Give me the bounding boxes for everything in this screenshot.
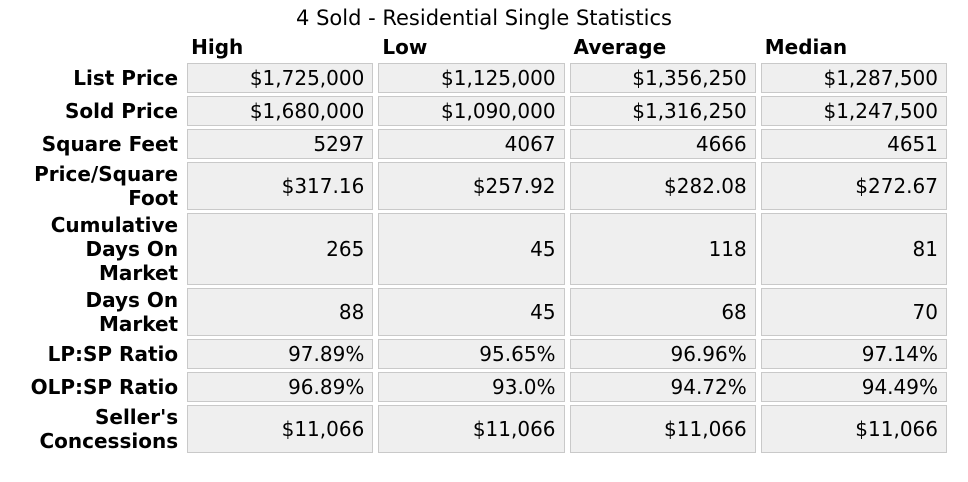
stat-cell: 118 <box>569 213 756 285</box>
corner-cell <box>13 34 182 60</box>
column-header-high: High <box>191 35 244 59</box>
stat-cell: 4651 <box>760 129 947 159</box>
table-row: Cumulative Days On Market 265 45 118 81 <box>13 213 947 285</box>
stat-cell: $11,066 <box>378 405 565 453</box>
report-title: 4 Sold - Residential Single Statistics <box>296 6 672 30</box>
stat-cell: 97.89% <box>187 339 374 369</box>
row-label: Square Feet <box>41 132 179 156</box>
stat-cell: 70 <box>760 288 947 336</box>
table-row: Sold Price $1,680,000 $1,090,000 $1,316,250… <box>13 96 947 126</box>
row-label: Cumulative Days On Market <box>50 213 179 285</box>
table-row: Price/Square Foot $317.16 $257.92 $282.08 $2… <box>13 162 947 210</box>
statistics-table: High Low Average Median List Price $1,725… <box>8 31 952 456</box>
row-label: Days On Market <box>85 288 179 336</box>
stat-cell: 96.96% <box>569 339 756 369</box>
row-label: Sold Price <box>65 99 179 123</box>
table-row: OLP:SP Ratio 96.89% 93.0% 94.72% 94.49% <box>13 372 947 402</box>
stat-cell: $1,090,000 <box>378 96 565 126</box>
column-header-average: Average <box>573 35 667 59</box>
stat-cell: 45 <box>378 213 565 285</box>
stat-cell: 94.72% <box>569 372 756 402</box>
stat-cell: 88 <box>187 288 374 336</box>
table-row: Seller's Concessions $11,066 $11,066 $11,06… <box>13 405 947 453</box>
table-row: LP:SP Ratio 97.89% 95.65% 96.96% 97.14% <box>13 339 947 369</box>
stat-cell: 94.49% <box>760 372 947 402</box>
table-row: Days On Market 88 45 68 70 <box>13 288 947 336</box>
stat-cell: $282.08 <box>569 162 756 210</box>
column-header-median: Median <box>764 35 848 59</box>
stat-cell: 95.65% <box>378 339 565 369</box>
statistics-report: 4 Sold - Residential Single Statistics H… <box>8 0 960 456</box>
stat-cell: 96.89% <box>187 372 374 402</box>
stat-cell: 265 <box>187 213 374 285</box>
stat-cell: $11,066 <box>187 405 374 453</box>
stat-cell: $317.16 <box>187 162 374 210</box>
table-body: List Price $1,725,000 $1,125,000 $1,356,250… <box>13 63 947 453</box>
stat-cell: $1,287,500 <box>760 63 947 93</box>
stat-cell: $1,247,500 <box>760 96 947 126</box>
stat-cell: 4666 <box>569 129 756 159</box>
table-row: List Price $1,725,000 $1,125,000 $1,356,250… <box>13 63 947 93</box>
stat-cell: $1,356,250 <box>569 63 756 93</box>
stat-cell: 97.14% <box>760 339 947 369</box>
stat-cell: $11,066 <box>569 405 756 453</box>
header-row: High Low Average Median <box>13 34 947 60</box>
stat-cell: $272.67 <box>760 162 947 210</box>
column-header-low: Low <box>382 35 428 59</box>
stat-cell: $1,725,000 <box>187 63 374 93</box>
row-label: Seller's Concessions <box>39 405 179 453</box>
row-label: List Price <box>73 66 179 90</box>
stat-cell: $1,125,000 <box>378 63 565 93</box>
stat-cell: $257.92 <box>378 162 565 210</box>
stat-cell: 45 <box>378 288 565 336</box>
stat-cell: 93.0% <box>378 372 565 402</box>
stat-cell: $11,066 <box>760 405 947 453</box>
stat-cell: 5297 <box>187 129 374 159</box>
stat-cell: $1,680,000 <box>187 96 374 126</box>
row-label: OLP:SP Ratio <box>30 375 179 399</box>
stat-cell: 4067 <box>378 129 565 159</box>
row-label: LP:SP Ratio <box>47 342 179 366</box>
table-row: Square Feet 5297 4067 4666 4651 <box>13 129 947 159</box>
stat-cell: 81 <box>760 213 947 285</box>
row-label: Price/Square Foot <box>34 162 179 210</box>
stat-cell: 68 <box>569 288 756 336</box>
stat-cell: $1,316,250 <box>569 96 756 126</box>
